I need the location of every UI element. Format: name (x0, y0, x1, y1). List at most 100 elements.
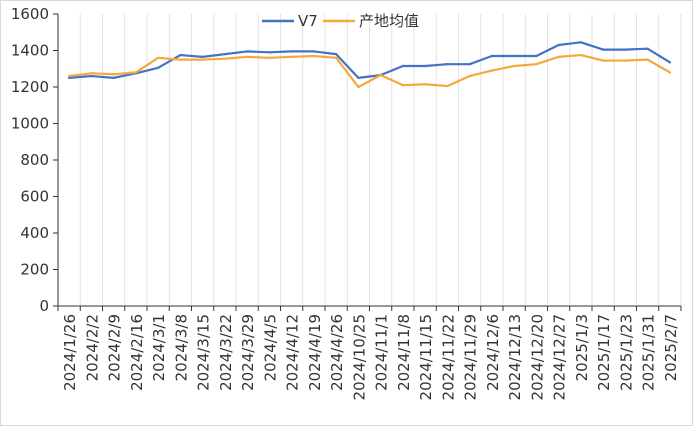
x-tick-label: 2024/12/13 (506, 314, 524, 400)
data-point (512, 54, 516, 58)
data-point (245, 55, 249, 59)
x-tick-label: 2025/1/31 (640, 314, 658, 391)
y-tick-label: 600 (20, 188, 49, 206)
x-tick-label: 2024/3/15 (195, 314, 213, 391)
x-tick-label: 2025/1/17 (595, 314, 613, 391)
data-point (67, 74, 71, 78)
data-point (668, 71, 672, 74)
x-tick-label: 2024/3/22 (217, 314, 235, 391)
data-point (624, 48, 627, 51)
data-point (357, 85, 360, 89)
x-tick-label: 2024/2/2 (83, 314, 101, 381)
data-point (156, 56, 160, 59)
data-point (268, 51, 271, 54)
x-tick-label: 2024/3/29 (239, 314, 257, 391)
x-tick-label: 2024/3/1 (150, 314, 168, 381)
x-tick-label: 2025/1/3 (573, 314, 591, 381)
data-point (112, 76, 115, 80)
x-tick-label: 2024/3/8 (172, 314, 190, 381)
x-tick-label: 2025/2/7 (662, 314, 680, 381)
y-tick-label: 800 (20, 151, 49, 169)
data-point (446, 62, 449, 66)
x-tick-label: 2024/10/25 (350, 314, 368, 400)
x-tick-label: 2024/11/29 (462, 314, 480, 400)
data-point (201, 58, 204, 61)
x-tick-label: 2024/12/6 (484, 314, 502, 391)
data-point (179, 53, 182, 57)
data-point (67, 76, 71, 80)
y-tick-label: 200 (20, 261, 49, 279)
data-point (557, 55, 560, 59)
x-tick-label: 2025/1/23 (617, 314, 635, 391)
data-point (357, 76, 360, 80)
data-point (134, 71, 138, 74)
data-point (223, 52, 227, 56)
data-point (646, 58, 649, 61)
y-tick-label: 1400 (11, 42, 49, 60)
data-point (601, 48, 605, 51)
x-tick-label: 2024/1/26 (61, 314, 79, 391)
x-tick-label: 2024/11/15 (417, 314, 435, 400)
data-point (223, 57, 227, 60)
x-tick-label: 2024/11/8 (395, 314, 413, 391)
data-point (423, 83, 427, 86)
legend-item-1[interactable]: V7 (262, 12, 318, 30)
data-point (446, 84, 449, 88)
data-point (290, 55, 293, 59)
data-point (379, 73, 382, 77)
x-tick-label: 2024/11/22 (439, 314, 457, 400)
data-point (423, 64, 427, 68)
data-point (535, 54, 538, 58)
x-tick-label: 2024/2/16 (128, 314, 146, 391)
data-point (245, 50, 249, 53)
x-tick-label: 2024/4/5 (261, 314, 279, 381)
x-tick-label: 2024/11/1 (373, 314, 391, 391)
series-line-2 (68, 53, 671, 89)
x-tick-label: 2024/12/20 (528, 314, 546, 400)
x-tick-label: 2024/4/12 (284, 314, 302, 391)
legend-label: V7 (298, 12, 318, 30)
y-tick-label: 1000 (11, 115, 49, 133)
data-point (490, 69, 494, 72)
data-point (179, 58, 182, 61)
data-point (201, 55, 204, 59)
data-point (112, 73, 115, 76)
x-tick-label: 2024/2/9 (106, 314, 124, 381)
legend-item-2[interactable]: 产地均值 (323, 12, 419, 30)
data-point (401, 83, 405, 87)
grid-lines (79, 14, 682, 306)
data-point (624, 59, 627, 62)
data-point (646, 47, 649, 50)
data-point (490, 54, 494, 58)
data-point (579, 53, 583, 57)
data-point (312, 50, 316, 53)
data-point (468, 74, 471, 78)
data-point (156, 66, 160, 70)
legend: V7 产地均值 (262, 12, 419, 30)
data-point (557, 43, 560, 47)
data-point (334, 56, 338, 59)
y-tick-label: 0 (39, 297, 49, 315)
series-line-1 (69, 41, 671, 79)
y-tick-label: 1600 (11, 5, 49, 23)
data-point (90, 72, 93, 75)
legend-label: 产地均值 (359, 12, 419, 30)
y-tick-label: 1200 (11, 78, 49, 96)
y-tick-label: 400 (20, 224, 49, 242)
data-point (579, 41, 583, 44)
data-point (401, 64, 405, 68)
data-point (268, 56, 271, 59)
x-tick-label: 2024/12/27 (551, 314, 569, 400)
data-point (290, 50, 293, 53)
data-point (468, 62, 471, 66)
data-point (512, 64, 516, 68)
x-tick-label: 2024/4/19 (306, 314, 324, 391)
data-point (535, 62, 538, 66)
x-tick-label: 2024/4/26 (328, 314, 346, 391)
data-point (312, 54, 316, 58)
data-point (668, 61, 672, 64)
series-lines (67, 41, 672, 89)
data-point (334, 52, 338, 56)
